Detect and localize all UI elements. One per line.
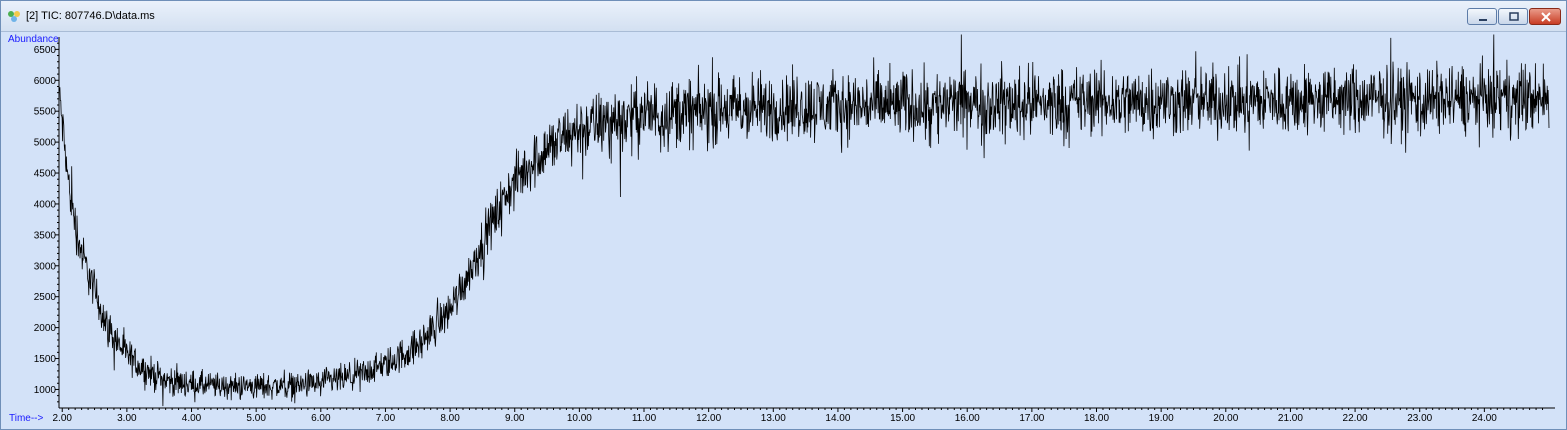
y-tick-label: 6500 [34,45,57,56]
x-tick-label: 16.00 [955,413,980,424]
tic-trace-line [58,34,1550,407]
close-icon [1541,12,1551,22]
x-tick-label: 13.00 [761,413,786,424]
tick-labels: 1000 1500 2000 2500 3000 3500 4000 4500 5000 5500… [34,45,1498,424]
x-tick-label: 8.00 [440,413,460,424]
window-title: [2] TIC: 807746.D\data.ms [26,10,155,22]
x-tick-label: 21.00 [1278,413,1303,424]
x-tick-label: 3.00 [117,413,137,424]
x-tick-label: 2.00 [52,413,72,424]
y-tick-label: 5500 [34,107,57,118]
maximize-button[interactable] [1498,8,1528,25]
x-tick-label: 12.00 [696,413,721,424]
y-tick-label: 5000 [34,138,57,149]
x-tick-label: 10.00 [567,413,592,424]
x-tick-label: 17.00 [1019,413,1044,424]
y-tick-label: 6000 [34,76,57,87]
chromatogram-app-icon [7,9,21,23]
x-tick-label: 20.00 [1213,413,1238,424]
y-axis-label: Abundance [8,34,59,45]
y-tick-label: 3500 [34,230,57,241]
y-tick-label: 2500 [34,292,57,303]
x-tick-label: 11.00 [632,413,657,424]
x-tick-label: 24.00 [1472,413,1497,424]
x-tick-label: 23.00 [1407,413,1432,424]
x-tick-label: 9.00 [505,413,525,424]
y-tick-label: 1000 [34,385,57,396]
y-tick-label: 4500 [34,169,57,180]
tic-chart[interactable]: 1000 1500 2000 2500 3000 3500 4000 4500 5000 5500… [1,32,1566,429]
x-tick-label: 4.00 [182,413,202,424]
x-tick-label: 7.00 [376,413,396,424]
y-tick-label: 2000 [34,323,57,334]
x-tick-label: 15.00 [890,413,915,424]
x-tick-label: 14.00 [825,413,850,424]
y-tick-label: 1500 [34,354,57,365]
tick-marks [55,42,1544,412]
x-tick-label: 22.00 [1343,413,1368,424]
y-tick-label: 4000 [34,199,57,210]
title-bar[interactable]: [2] TIC: 807746.D\data.ms [1,1,1566,32]
minimize-icon [1479,19,1487,21]
x-tick-label: 6.00 [311,413,331,424]
x-tick-label: 19.00 [1149,413,1174,424]
maximize-icon [1509,12,1519,21]
x-tick-label: 18.00 [1084,413,1109,424]
x-axis-label: Time--> [9,413,44,424]
x-tick-label: 5.00 [246,413,266,424]
close-button[interactable] [1529,8,1561,25]
y-tick-label: 3000 [34,261,57,272]
minimize-button[interactable] [1467,8,1497,25]
